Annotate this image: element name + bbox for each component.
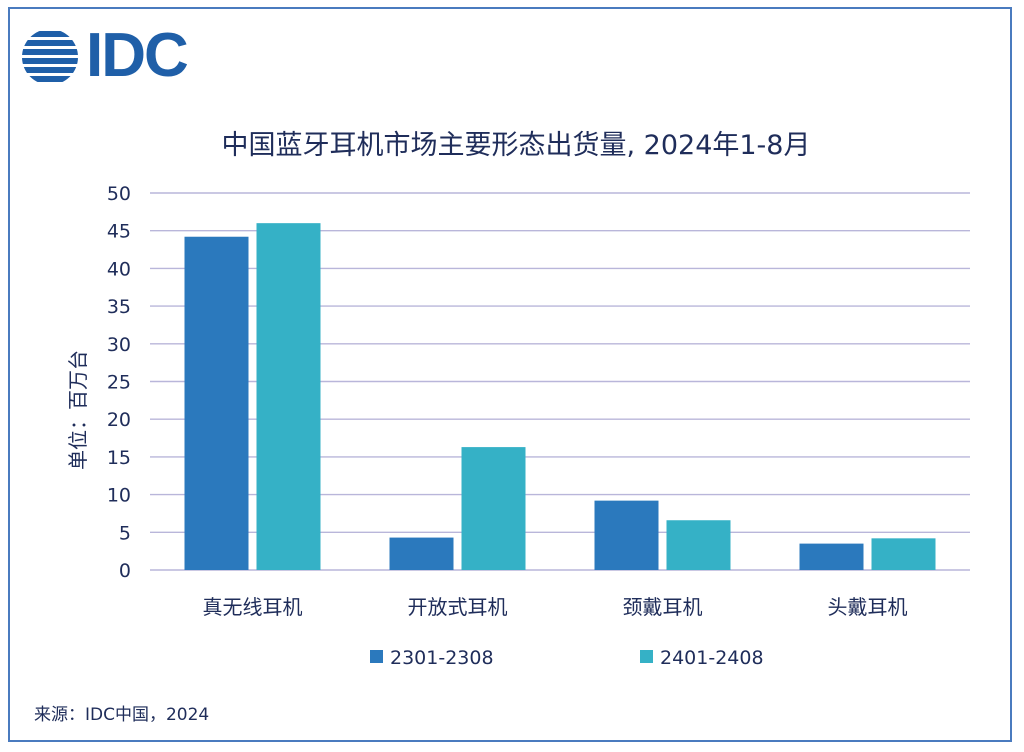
- y-tick-label: 30: [107, 334, 131, 356]
- y-tick-label: 0: [119, 560, 131, 582]
- y-tick-label: 20: [107, 409, 131, 431]
- bars: [184, 223, 936, 570]
- bar: [594, 500, 659, 570]
- chart-frame: [8, 7, 1012, 742]
- legend: 2301-2308 2401-2408: [370, 647, 764, 669]
- legend-label: 2301-2308: [390, 647, 494, 669]
- y-tick-label: 45: [107, 221, 131, 243]
- globe-icon: [22, 31, 78, 82]
- bar: [871, 538, 936, 570]
- y-axis-label: 单位：百万台: [66, 350, 90, 470]
- x-tick-label: 真无线耳机: [203, 595, 303, 619]
- idc-logo: IDC: [20, 21, 189, 90]
- chart-title: 中国蓝牙耳机市场主要形态出货量, 2024年1-8月: [222, 130, 811, 161]
- y-tick-label: 50: [107, 183, 131, 205]
- logo-text: IDC: [86, 21, 189, 90]
- y-tick-label: 40: [107, 258, 131, 280]
- bar: [799, 543, 864, 570]
- bar: [666, 520, 731, 570]
- y-tick-label: 5: [119, 522, 131, 544]
- y-tick-labels: 0 5 10 15 20 25 30 35 40 45 50: [107, 183, 131, 582]
- bar: [256, 223, 321, 570]
- y-tick-label: 15: [107, 447, 131, 469]
- y-tick-label: 35: [107, 296, 131, 318]
- legend-swatch: [370, 650, 383, 663]
- x-tick-label: 颈戴耳机: [623, 595, 703, 619]
- legend-label: 2401-2408: [660, 647, 764, 669]
- x-tick-label: 头戴耳机: [828, 595, 908, 619]
- x-tick-label: 开放式耳机: [408, 595, 508, 619]
- y-tick-label: 25: [107, 372, 131, 394]
- bar: [184, 236, 249, 570]
- legend-swatch: [640, 650, 653, 663]
- y-tick-label: 10: [107, 485, 131, 507]
- bar: [389, 537, 454, 570]
- x-tick-labels: 真无线耳机 开放式耳机 颈戴耳机 头戴耳机: [203, 595, 908, 619]
- source-note: 来源：IDC中国，2024: [34, 705, 210, 725]
- bar: [461, 447, 526, 570]
